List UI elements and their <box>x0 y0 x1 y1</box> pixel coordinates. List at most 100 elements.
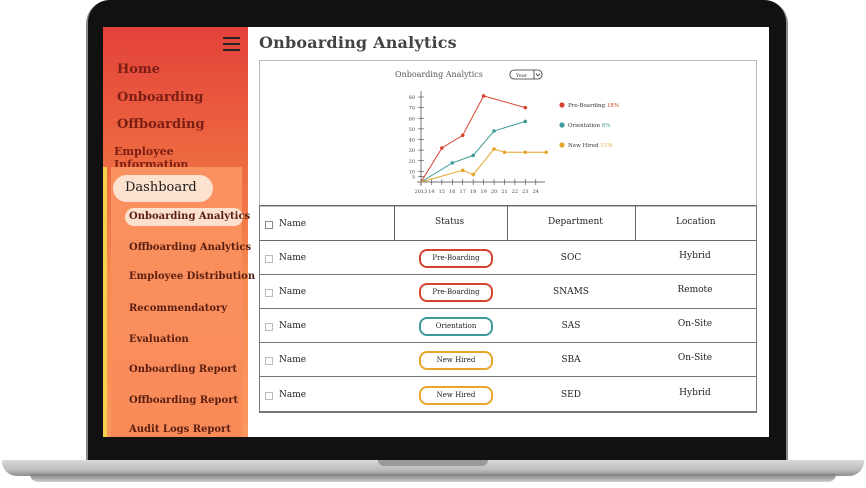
select-all-checkbox[interactable] <box>265 221 273 229</box>
legend-percent: 11% <box>600 143 612 149</box>
row-department: SED <box>561 390 581 400</box>
y-tick-label: 50 <box>409 127 415 133</box>
row-location: Hybrid <box>679 388 711 398</box>
status-badge: New Hired <box>419 386 493 405</box>
row-divider <box>260 342 756 343</box>
data-point <box>450 161 455 165</box>
status-badge: Pre-Boarding <box>419 249 493 268</box>
status-badge: Pre-Boarding <box>419 283 493 302</box>
row-department: SBA <box>561 355 581 365</box>
data-point <box>460 133 465 138</box>
x-tick-label: 2013 <box>415 189 428 195</box>
sidebar-item-offboarding-report[interactable]: Offboarding Report <box>129 395 239 406</box>
active-item-highlight <box>125 208 243 226</box>
data-point <box>523 105 528 110</box>
dashboard-label: Dashboard <box>125 180 197 195</box>
row-checkbox[interactable] <box>265 323 273 331</box>
row-location: Hybrid <box>679 251 711 261</box>
row-divider <box>260 274 756 275</box>
period-select[interactable]: Year <box>509 69 543 80</box>
legend-marker <box>559 102 565 108</box>
sidebar-item-evaluation[interactable]: Evaluation <box>129 334 189 345</box>
y-tick-label: 30 <box>409 148 415 154</box>
legend-label: Pre-Boarding 18% <box>568 103 619 109</box>
column-header-location[interactable]: Location <box>676 217 716 227</box>
page-title: Onboarding Analytics <box>259 33 457 52</box>
sidebar-item-recommendatory[interactable]: Recommendatory <box>129 303 228 314</box>
x-tick-label: 19 <box>480 189 486 195</box>
sidebar-item-onboarding-report[interactable]: Onboarding Report <box>129 364 238 375</box>
x-tick-label: 18 <box>470 189 476 195</box>
chart-card: Onboarding Analytics Year 5 10 20 30 40 50 60 7… <box>259 60 757 207</box>
sidebar-item-offboarding-analytics[interactable]: Offboarding Analytics <box>129 242 252 253</box>
y-tick-label: 10 <box>409 169 415 175</box>
column-header-name[interactable]: Name <box>279 219 307 229</box>
row-name: Name <box>279 390 307 400</box>
x-tick-label: 24 <box>533 189 539 195</box>
sidebar-item-home[interactable]: Home <box>117 62 160 77</box>
menu-icon[interactable] <box>223 37 240 51</box>
column-header-department[interactable]: Department <box>548 217 603 227</box>
y-tick-label: 60 <box>409 116 415 122</box>
x-tick-label: 14 <box>428 189 434 195</box>
row-checkbox[interactable] <box>265 357 273 365</box>
sidebar-accent-stripe <box>103 167 107 437</box>
sidebar-item-onboarding[interactable]: Onboarding <box>117 90 204 105</box>
row-checkbox[interactable] <box>265 392 273 400</box>
sidebar-item-onboarding-analytics[interactable]: Onboarding Analytics <box>129 211 251 222</box>
chevron-down-icon <box>535 73 541 77</box>
row-department: SNAMS <box>553 287 589 297</box>
employee-table: Name Status Department Location Name Pre-… <box>259 205 757 413</box>
legend-label: New Hired 11% <box>568 143 612 149</box>
row-checkbox[interactable] <box>265 255 273 263</box>
row-location: On-Site <box>677 319 713 329</box>
app-screen: Home Onboarding Offboarding Employee Inf… <box>103 27 769 437</box>
status-badge: New Hired <box>419 351 493 370</box>
legend-label: Orientation 8% <box>568 123 611 129</box>
sidebar-item-offboarding[interactable]: Offboarding <box>117 117 205 132</box>
row-divider <box>260 411 756 412</box>
y-tick-label: 70 <box>409 106 415 112</box>
row-name: Name <box>279 321 307 331</box>
row-department: SOC <box>560 253 582 263</box>
x-tick-label: 17 <box>460 189 466 195</box>
data-point <box>492 147 496 151</box>
x-tick-label: 16 <box>449 189 455 195</box>
chart-title: Onboarding Analytics <box>395 70 483 79</box>
sidebar-item-employee-distribution[interactable]: Employee Distribution <box>129 271 256 282</box>
legend-percent: 8% <box>602 123 611 129</box>
column-header-status[interactable]: Status <box>435 217 465 227</box>
data-point <box>523 119 528 124</box>
data-point <box>471 153 475 158</box>
dashboard-button[interactable] <box>113 175 213 202</box>
row-location: Remote <box>677 285 713 295</box>
status-badge: Orientation <box>419 317 493 336</box>
row-checkbox[interactable] <box>265 289 273 297</box>
y-tick-label: 20 <box>409 159 415 165</box>
x-tick-label: 15 <box>439 189 445 195</box>
data-point <box>481 94 486 98</box>
laptop-notch <box>378 460 488 466</box>
laptop-base <box>2 460 864 476</box>
legend-marker <box>559 142 565 148</box>
x-tick-label: 20 <box>491 189 497 195</box>
data-point <box>492 129 496 133</box>
onboarding-line-chart: Onboarding Analytics Year 510 20 30 40 50 60 7… <box>395 69 619 195</box>
row-name: Name <box>279 355 307 365</box>
series-line-new-hired <box>420 148 547 183</box>
data-point <box>523 150 528 155</box>
data-point <box>440 146 444 150</box>
data-point <box>544 150 549 155</box>
row-department: SAS <box>561 321 581 331</box>
x-tick-label: 23 <box>522 189 528 195</box>
sidebar-item-audit-logs-report[interactable]: Audit Logs Report <box>129 424 231 435</box>
x-tick-label: 22 <box>512 189 518 195</box>
data-point <box>471 172 475 177</box>
row-location: On-Site <box>677 353 713 363</box>
legend-percent: 18% <box>607 103 619 109</box>
y-tick-label: 40 <box>409 138 415 144</box>
row-divider <box>260 308 756 309</box>
row-name: Name <box>279 253 307 263</box>
laptop-base-shadow <box>30 474 836 482</box>
period-select-value: Year <box>515 73 528 79</box>
